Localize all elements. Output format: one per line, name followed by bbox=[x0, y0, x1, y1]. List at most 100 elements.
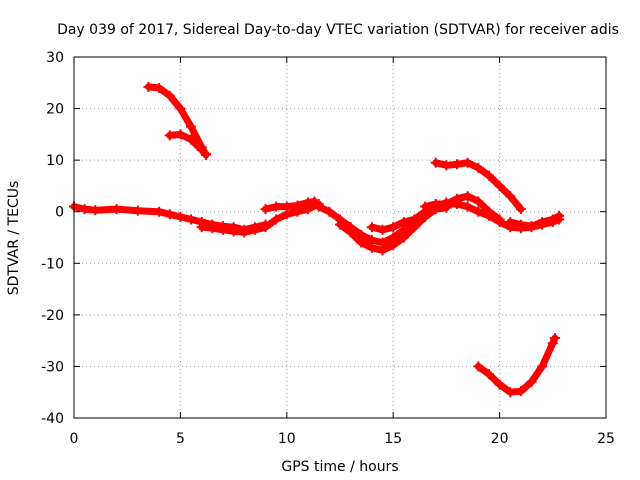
data-point bbox=[494, 180, 505, 191]
plot-frame bbox=[73, 56, 607, 419]
y-tick-label: 30 bbox=[46, 50, 64, 66]
data-point bbox=[271, 214, 282, 225]
data-point bbox=[494, 217, 505, 228]
data-point bbox=[143, 81, 154, 92]
data-point bbox=[345, 227, 356, 238]
data-point bbox=[547, 214, 558, 225]
data-point bbox=[260, 204, 271, 215]
data-point bbox=[398, 217, 409, 228]
chart-title: Day 039 of 2017, Sidereal Day-to-day VTE… bbox=[57, 22, 619, 38]
data-point bbox=[420, 201, 431, 212]
x-axis-label: GPS time / hours bbox=[281, 459, 398, 475]
data-point bbox=[515, 386, 526, 397]
y-ticks: -40 -30 -20 -10 0 10 20 30 bbox=[41, 50, 606, 427]
data-point bbox=[200, 148, 211, 159]
data-point bbox=[494, 379, 505, 390]
data-point bbox=[505, 191, 516, 202]
y-tick-label: -10 bbox=[41, 256, 64, 272]
data-point bbox=[462, 191, 473, 202]
data-point bbox=[154, 82, 165, 93]
data-point bbox=[554, 210, 565, 221]
data-point bbox=[526, 376, 537, 387]
data-point bbox=[505, 387, 516, 398]
data-point bbox=[526, 221, 537, 232]
x-tick-label: 10 bbox=[278, 431, 296, 447]
data-point bbox=[462, 201, 473, 212]
data-point bbox=[175, 211, 186, 222]
data-point bbox=[186, 214, 197, 225]
y-tick-label: -30 bbox=[41, 359, 64, 375]
data-point bbox=[260, 222, 271, 233]
series-baseline-3 bbox=[260, 196, 320, 215]
data-point bbox=[483, 170, 494, 181]
data-point bbox=[175, 129, 186, 140]
data-point bbox=[292, 200, 303, 211]
data-point bbox=[217, 224, 228, 235]
data-point bbox=[473, 162, 484, 173]
data-point bbox=[196, 222, 207, 233]
x-tick-label: 0 bbox=[70, 431, 79, 447]
data-point bbox=[186, 121, 197, 132]
data-point bbox=[309, 196, 320, 207]
data-point bbox=[547, 338, 558, 349]
data-point bbox=[132, 205, 143, 216]
data-point bbox=[324, 206, 335, 217]
data-point bbox=[175, 103, 186, 114]
data-point bbox=[164, 209, 175, 220]
data-point bbox=[430, 157, 441, 168]
x-tick-label: 25 bbox=[597, 431, 615, 447]
data-point bbox=[186, 134, 197, 145]
data-point bbox=[452, 159, 463, 170]
data-point bbox=[549, 333, 560, 344]
data-point bbox=[271, 201, 282, 212]
data-point bbox=[483, 210, 494, 221]
data-point bbox=[90, 205, 101, 216]
data-point bbox=[303, 197, 314, 208]
data-point bbox=[164, 90, 175, 101]
data-point bbox=[473, 206, 484, 217]
data-point bbox=[441, 160, 452, 171]
data-point bbox=[228, 226, 239, 237]
data-series bbox=[69, 81, 565, 398]
x-tick-label: 15 bbox=[384, 431, 402, 447]
data-point bbox=[388, 240, 399, 251]
data-point bbox=[473, 361, 484, 372]
data-point bbox=[462, 157, 473, 168]
data-point bbox=[398, 232, 409, 243]
data-point bbox=[111, 204, 122, 215]
data-point bbox=[366, 222, 377, 233]
series-right-baseline-2 bbox=[505, 210, 565, 232]
series-right-baseline bbox=[420, 198, 565, 234]
x-tick-label: 5 bbox=[176, 431, 185, 447]
data-point bbox=[249, 224, 260, 235]
data-point bbox=[430, 198, 441, 209]
y-tick-label: 0 bbox=[55, 205, 64, 221]
data-point bbox=[281, 201, 292, 212]
data-point bbox=[335, 219, 345, 230]
y-tick-label: 20 bbox=[46, 102, 64, 118]
data-point bbox=[537, 361, 548, 372]
data-point bbox=[207, 223, 218, 234]
data-point bbox=[366, 242, 377, 253]
data-point bbox=[154, 206, 165, 217]
y-tick-label: 10 bbox=[46, 153, 64, 169]
data-point bbox=[483, 369, 494, 380]
data-point bbox=[377, 224, 388, 235]
series-arc-right-high bbox=[430, 157, 526, 215]
data-point bbox=[452, 198, 463, 209]
data-point bbox=[505, 217, 516, 228]
series-baseline-2 bbox=[196, 198, 324, 238]
grid-lines bbox=[74, 57, 606, 418]
x-ticks: 0 5 10 15 20 25 bbox=[70, 57, 615, 447]
data-point bbox=[537, 217, 548, 228]
data-point bbox=[377, 245, 388, 256]
data-point bbox=[515, 204, 526, 215]
data-point bbox=[356, 237, 367, 248]
data-point bbox=[79, 204, 90, 215]
data-point bbox=[515, 219, 526, 230]
data-point bbox=[164, 130, 175, 141]
data-point bbox=[313, 201, 324, 212]
x-tick-label: 20 bbox=[491, 431, 509, 447]
series-line bbox=[474, 334, 559, 396]
